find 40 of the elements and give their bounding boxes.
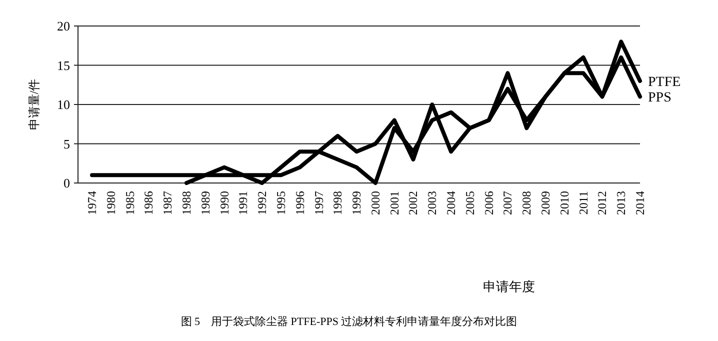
x-tick-label: 1997: [312, 191, 326, 215]
x-tick-label: 1980: [104, 191, 118, 215]
x-tick-label: 2004: [444, 191, 458, 215]
x-tick-label: 1996: [292, 191, 307, 215]
x-tick-label: 2013: [614, 191, 628, 215]
series-label: PPS: [648, 90, 672, 106]
x-tick-label: 1989: [198, 191, 212, 215]
x-tick-label: 1995: [274, 191, 288, 215]
x-tick-label: 1985: [122, 191, 137, 215]
x-tick-label: 2005: [462, 191, 477, 215]
x-tick-label: 2010: [557, 191, 572, 215]
x-tick-label: 1974: [85, 191, 99, 215]
x-tick-label: 1988: [179, 191, 194, 215]
x-tick-label: 2008: [520, 191, 534, 215]
x-tick-label: 1999: [350, 191, 364, 215]
x-tick-label: 1998: [330, 191, 345, 215]
x-tick-label: 1986: [142, 191, 156, 215]
x-tick-label: 2006: [482, 191, 496, 215]
y-tick-label: 5: [64, 136, 70, 152]
y-tick-label: 10: [57, 97, 70, 112]
x-tick-label: 2007: [500, 191, 515, 215]
x-axis-title: 申请年度: [483, 279, 535, 294]
x-tick-label: 1990: [217, 191, 232, 215]
x-tick-label: 2001: [387, 191, 402, 215]
x-tick-label: 1991: [236, 191, 250, 215]
y-tick-label: 15: [57, 58, 70, 73]
x-tick-label: 1987: [160, 191, 175, 215]
series-label: PTFE: [648, 74, 681, 90]
x-tick-label: 2012: [595, 191, 610, 215]
text: 图 5 用于袋式除尘器 PTFE-PPS 过滤材料专利申请量年度分布对比图: [180, 315, 518, 328]
y-axis-title: 申请量/件: [27, 78, 41, 130]
x-tick-label: 2014: [633, 191, 647, 215]
x-tick-label: 2009: [538, 191, 553, 215]
y-tick-label: 20: [57, 18, 70, 34]
x-tick-label: 1992: [255, 191, 270, 215]
x-tick-label: 2000: [368, 191, 382, 215]
y-tick-label: 0: [64, 176, 70, 191]
x-tick-label: 2002: [406, 191, 420, 215]
x-tick-label: 2003: [425, 191, 440, 215]
x-tick-label: 2011: [576, 191, 590, 215]
